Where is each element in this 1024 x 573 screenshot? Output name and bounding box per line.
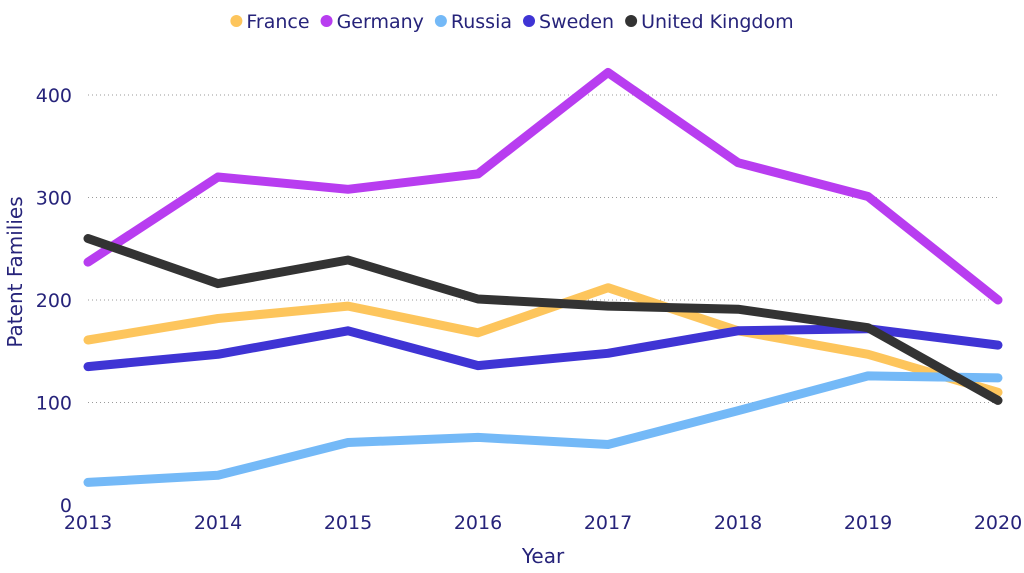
- x-tick-label: 2013: [64, 512, 112, 534]
- x-tick-label: 2015: [324, 512, 372, 534]
- legend-label-france: France: [246, 11, 309, 33]
- x-tick-label: 2016: [454, 512, 502, 534]
- legend-label-united-kingdom: United Kingdom: [641, 11, 794, 33]
- y-tick-label: 400: [36, 85, 72, 107]
- legend-label-germany: Germany: [337, 11, 424, 33]
- legend-marker-germany: [320, 15, 333, 27]
- x-axis-ticks: 2013 2014 2015 2016 2017 2018 2019 2020: [64, 512, 1022, 534]
- y-tick-label: 200: [36, 290, 72, 312]
- series-line-germany: [83, 68, 1003, 305]
- legend-marker-france: [230, 15, 243, 27]
- legend: France Germany Russia Sweden United Kingdom: [230, 11, 794, 33]
- x-tick-label: 2014: [194, 512, 242, 534]
- y-tick-label: 100: [36, 393, 72, 415]
- y-tick-label: 0: [60, 495, 72, 517]
- series-line-france: [83, 283, 1003, 397]
- x-tick-label: 2018: [714, 512, 762, 534]
- y-axis-ticks: 0 100 200 300 400: [36, 85, 72, 517]
- y-tick-label: 300: [36, 188, 72, 210]
- series-lines: [83, 68, 1003, 487]
- series-line-united-kingdom: [83, 234, 1003, 405]
- x-axis-title: Year: [521, 544, 565, 568]
- series-line-russia: [83, 371, 1003, 487]
- x-tick-label: 2019: [844, 512, 892, 534]
- y-axis-title: Patent Families: [3, 196, 27, 347]
- legend-marker-russia: [434, 15, 447, 27]
- legend-marker-sweden: [523, 15, 536, 27]
- x-tick-label: 2020: [974, 512, 1022, 534]
- legend-label-sweden: Sweden: [539, 11, 614, 33]
- legend-marker-united-kingdom: [625, 15, 638, 27]
- x-tick-label: 2017: [584, 512, 632, 534]
- series-line-sweden: [83, 324, 1003, 372]
- legend-label-russia: Russia: [451, 11, 512, 33]
